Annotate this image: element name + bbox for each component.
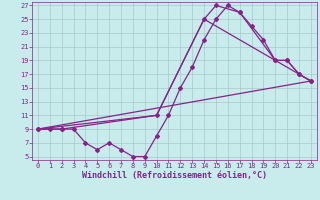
X-axis label: Windchill (Refroidissement éolien,°C): Windchill (Refroidissement éolien,°C) xyxy=(82,171,267,180)
